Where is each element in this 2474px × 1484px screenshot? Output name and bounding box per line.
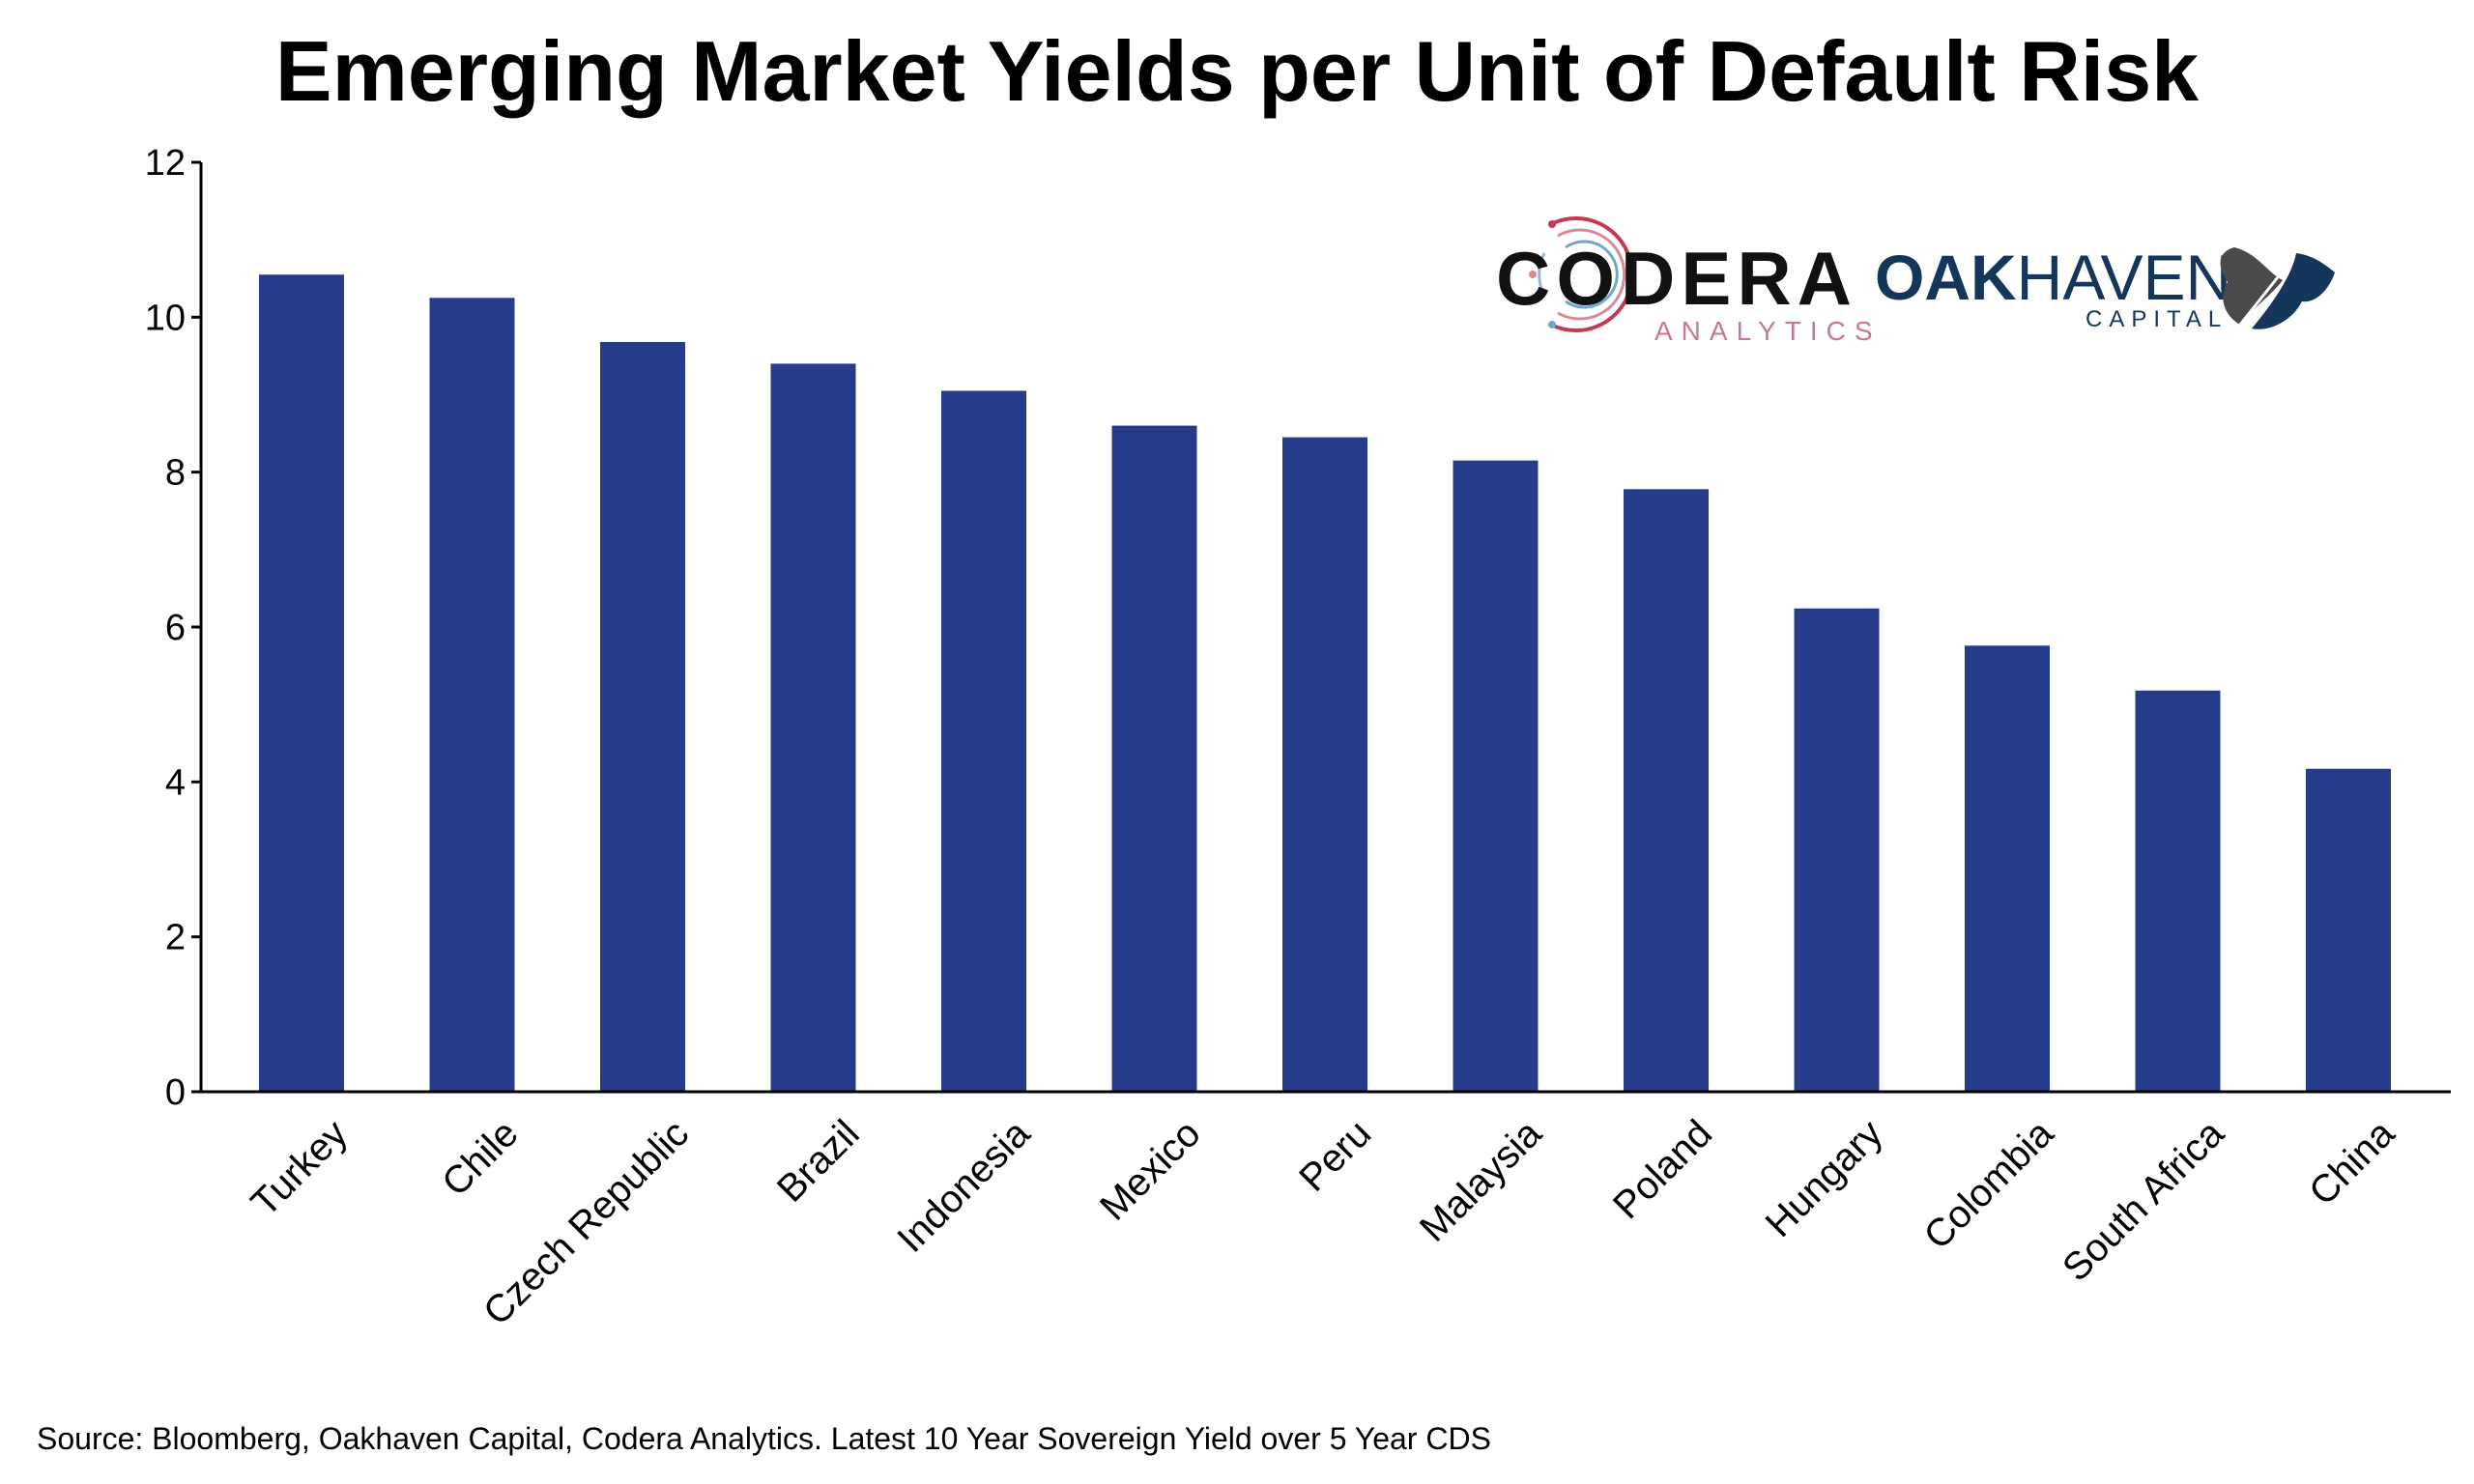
- bar-brazil: [770, 363, 856, 1092]
- bar-china: [2306, 768, 2391, 1092]
- x-tick-label: Turkey: [244, 1112, 357, 1225]
- bar-peru: [1282, 437, 1367, 1092]
- bars-group: [259, 274, 2391, 1093]
- bar-colombia: [1965, 645, 2050, 1092]
- codera-wordmark: CODERA: [1496, 236, 1857, 321]
- bar-hungary: [1794, 608, 1880, 1092]
- x-tick-label: South Africa: [2055, 1112, 2232, 1290]
- x-tick-label: Indonesia: [889, 1112, 1038, 1261]
- x-tick-label: Hungary: [1758, 1112, 1891, 1245]
- y-axis: 0 2 4 6 8 10 12: [145, 143, 203, 1113]
- bar-turkey: [259, 274, 344, 1092]
- oakhaven-logo: OAKHAVEN CAPITAL: [1875, 242, 2335, 332]
- bar-malaysia: [1453, 460, 1539, 1092]
- codera-subtitle: ANALYTICS: [1654, 316, 1882, 346]
- bar-poland: [1624, 489, 1709, 1092]
- bar-indonesia: [941, 390, 1026, 1092]
- oakhaven-subtitle: CAPITAL: [2086, 306, 2228, 332]
- chart-title: Emerging Market Yields per Unit of Defau…: [275, 23, 2200, 119]
- y-tick-label: 2: [165, 918, 186, 958]
- x-tick-label: Peru: [1291, 1112, 1379, 1200]
- y-tick-label: 8: [165, 453, 186, 494]
- x-tick-label: Malaysia: [1412, 1112, 1550, 1250]
- bar-south-africa: [2135, 690, 2221, 1092]
- x-tick-label: Chile: [434, 1112, 527, 1205]
- y-tick-label: 6: [165, 608, 186, 648]
- y-tick-label: 12: [145, 143, 186, 184]
- codera-circuit-ring-icon: [1529, 216, 1634, 332]
- y-tick-label: 4: [165, 762, 186, 803]
- bar-chile: [429, 298, 515, 1093]
- oakhaven-wordmark: OAKHAVEN: [1875, 242, 2231, 313]
- codera-logo: CODERA ANALYTICS: [1496, 216, 1882, 346]
- x-tick-label: Colombia: [1916, 1112, 2062, 1258]
- source-note: Source: Bloomberg, Oakhaven Capital, Cod…: [37, 1421, 1491, 1456]
- oak-leaf-icon: [2220, 247, 2335, 329]
- y-tick-label: 0: [165, 1072, 186, 1113]
- x-tick-label: Brazil: [769, 1112, 868, 1211]
- y-tick-label: 10: [145, 298, 186, 338]
- oakhaven-wordmark-oak: OAK: [1875, 242, 2017, 313]
- x-tick-label: Mexico: [1092, 1112, 1209, 1229]
- x-tick-label: Poland: [1605, 1112, 1720, 1227]
- bar-mexico: [1111, 425, 1197, 1093]
- bar-czech-republic: [600, 341, 685, 1092]
- x-tick-label: China: [2301, 1112, 2403, 1214]
- oakhaven-wordmark-haven: HAVEN: [2017, 242, 2232, 313]
